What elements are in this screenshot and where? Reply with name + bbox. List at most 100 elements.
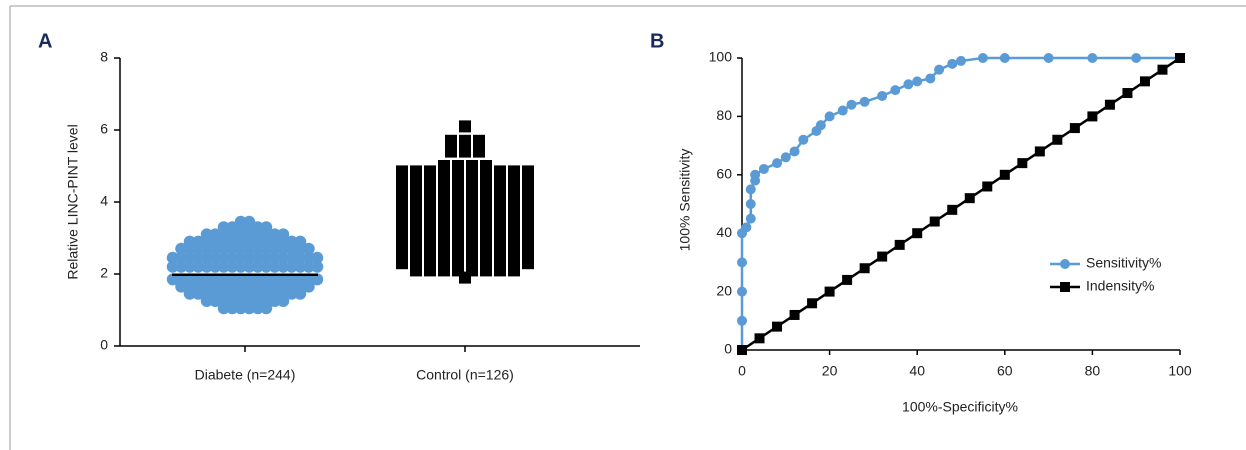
data-point xyxy=(217,302,230,315)
data-point xyxy=(947,204,958,215)
x-tick-label: Diabete (n=244) xyxy=(195,367,296,383)
data-point xyxy=(243,251,256,264)
data-point xyxy=(424,174,436,187)
data-point xyxy=(912,228,923,239)
data-point xyxy=(445,134,457,147)
data-point xyxy=(285,287,298,300)
data-point xyxy=(999,53,1010,63)
data-point xyxy=(192,251,205,264)
data-point xyxy=(438,174,450,187)
data-point xyxy=(982,181,993,192)
data-point xyxy=(294,287,307,300)
data-point xyxy=(459,120,471,133)
data-point xyxy=(1017,158,1028,169)
data-point xyxy=(200,260,213,273)
data-point xyxy=(277,251,290,264)
data-point xyxy=(285,260,298,273)
y-tick-label: 4 xyxy=(100,193,108,209)
data-point xyxy=(1175,53,1185,63)
data-point xyxy=(877,90,888,101)
data-point xyxy=(251,260,264,273)
data-point xyxy=(396,257,408,270)
data-point xyxy=(842,274,853,285)
data-point xyxy=(999,169,1010,180)
data-point xyxy=(294,242,307,255)
data-point xyxy=(302,242,315,255)
data-point xyxy=(452,174,464,187)
data-point xyxy=(410,264,422,277)
data-point xyxy=(217,242,230,255)
data-point xyxy=(466,174,478,187)
data-point xyxy=(243,302,256,315)
data-point xyxy=(268,260,281,273)
data-point xyxy=(410,174,422,187)
data-point xyxy=(268,251,281,264)
data-point xyxy=(424,230,436,243)
data-point xyxy=(438,230,450,243)
data-point xyxy=(859,96,870,107)
data-point xyxy=(302,280,315,293)
data-point xyxy=(234,302,247,315)
legend-marker xyxy=(1060,259,1070,269)
x-tick-label: 100 xyxy=(1168,363,1192,379)
data-point xyxy=(438,264,450,277)
data-point xyxy=(480,230,492,243)
data-point xyxy=(1157,64,1168,75)
panel-label: B xyxy=(650,30,664,52)
data-point xyxy=(183,287,196,300)
data-point xyxy=(200,242,213,255)
data-point xyxy=(217,251,230,264)
y-tick-label: 0 xyxy=(724,341,732,357)
data-point xyxy=(1122,88,1133,99)
data-point xyxy=(934,64,945,75)
data-point xyxy=(459,134,471,147)
data-point xyxy=(737,257,747,268)
data-point xyxy=(508,174,520,187)
data-point xyxy=(200,251,213,264)
data-point xyxy=(459,145,471,158)
data-point xyxy=(243,242,256,255)
data-point xyxy=(925,73,936,84)
data-point xyxy=(789,309,800,320)
data-point xyxy=(234,242,247,255)
data-point xyxy=(268,295,281,307)
data-point xyxy=(1043,53,1054,63)
data-point xyxy=(947,58,958,69)
data-point xyxy=(824,111,835,122)
data-point xyxy=(175,280,188,293)
data-point xyxy=(226,302,239,315)
data-point xyxy=(192,260,205,273)
data-point xyxy=(745,184,756,195)
data-point xyxy=(956,55,966,66)
data-point xyxy=(780,152,791,163)
data-point xyxy=(789,146,800,157)
data-point xyxy=(209,242,222,255)
data-point xyxy=(522,257,534,270)
data-point xyxy=(175,251,188,264)
data-point xyxy=(166,260,179,273)
y-tick-label: 100 xyxy=(709,49,733,65)
data-point xyxy=(285,242,298,255)
data-point xyxy=(277,242,290,255)
legend-label: Sensitivity% xyxy=(1086,255,1161,271)
x-tick-label: Control (n=126) xyxy=(416,367,514,383)
data-point xyxy=(209,260,222,273)
data-point xyxy=(859,263,870,274)
data-point xyxy=(277,295,290,307)
data-point xyxy=(494,264,506,277)
data-point xyxy=(964,193,975,204)
data-point xyxy=(522,230,534,243)
y-tick-label: 20 xyxy=(716,282,732,298)
data-point xyxy=(209,251,222,264)
data-point xyxy=(1139,76,1150,87)
data-point xyxy=(294,251,307,264)
legend-marker xyxy=(1060,282,1070,292)
data-point xyxy=(1104,99,1115,110)
legend-label: Indensity% xyxy=(1086,278,1154,294)
data-point xyxy=(175,242,188,255)
x-tick-label: 60 xyxy=(997,363,1013,379)
data-point xyxy=(815,120,826,131)
data-point xyxy=(183,260,196,273)
data-point xyxy=(1087,111,1098,122)
